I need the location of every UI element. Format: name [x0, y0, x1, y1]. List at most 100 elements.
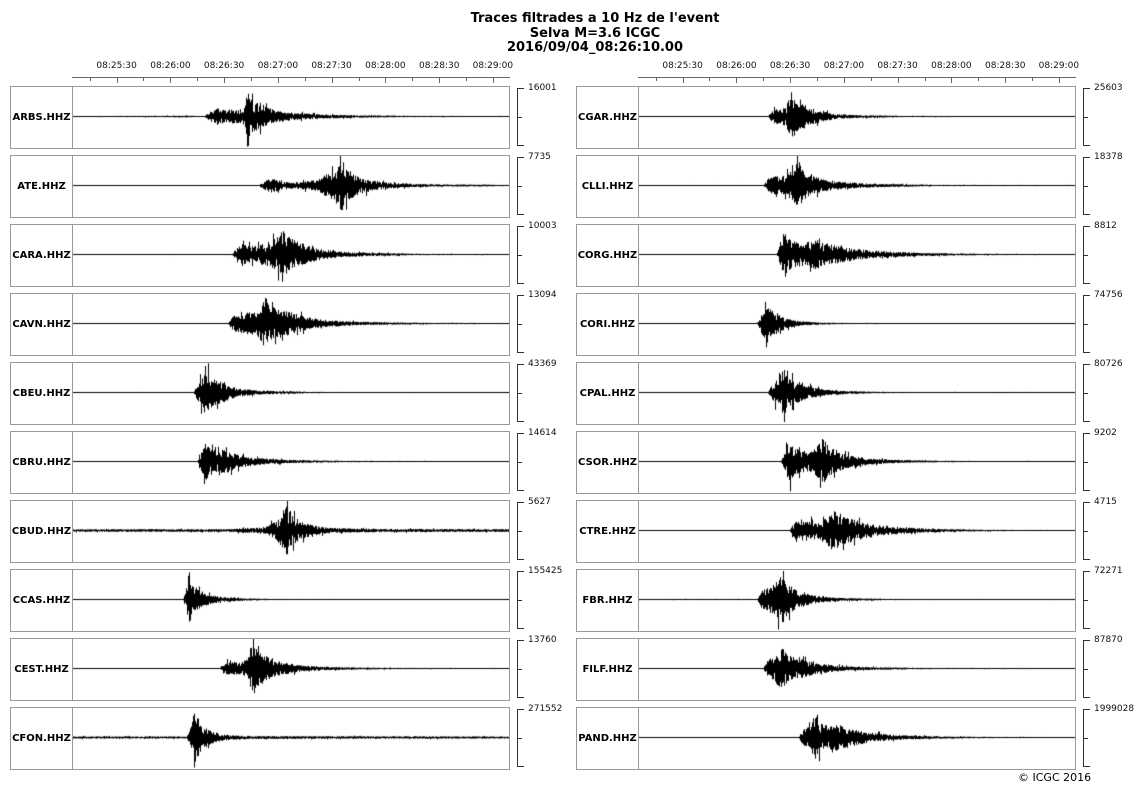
time-tick-label: 08:29:00: [1038, 61, 1080, 71]
station-label-box: ATE.HHZ: [11, 156, 73, 217]
station-label-box: CEST.HHZ: [11, 639, 73, 700]
station-label: CBUD.HHZ: [11, 526, 72, 537]
trace-row-CFON.HHZ: CFON.HHZ 271552: [10, 704, 572, 770]
amplitude-scale: 5627: [517, 497, 572, 563]
amplitude-bracket-icon: [517, 571, 525, 629]
waveform-canvas-CEST.HHZ: [73, 639, 509, 700]
trace-plot-area: [639, 363, 1075, 424]
amplitude-scale: 7735: [517, 152, 572, 218]
amplitude-bracket-icon: [1083, 502, 1091, 560]
trace-row-PAND.HHZ: PAND.HHZ 1999028: [576, 704, 1138, 770]
amplitude-scale: 80726: [1083, 359, 1138, 425]
trace-frame: ATE.HHZ: [10, 155, 510, 218]
trace-row-FBR.HHZ: FBR.HHZ 72271: [576, 566, 1138, 632]
amplitude-value: 87870: [1094, 635, 1123, 645]
trace-frame: CORI.HHZ: [576, 293, 1076, 356]
amplitude-scale: 18378: [1083, 152, 1138, 218]
waveform-canvas-CBRU.HHZ: [73, 432, 509, 493]
amplitude-value: 80726: [1094, 359, 1123, 369]
trace-plot-area: [73, 432, 509, 493]
amplitude-value: 13760: [528, 635, 557, 645]
bracket-tick: [518, 571, 524, 572]
bracket-tick: [1084, 697, 1090, 698]
trace-frame: CLLI.HHZ: [576, 155, 1076, 218]
amplitude-scale: 10003: [517, 221, 572, 287]
time-minor-tick: [709, 78, 711, 81]
time-minor-tick: [250, 78, 252, 81]
amplitude-bracket-icon: [517, 433, 525, 491]
amplitude-scale: 16001: [517, 83, 572, 149]
amplitude-value: 9202: [1094, 428, 1117, 438]
waveform-canvas-CTRE.HHZ: [639, 501, 1075, 562]
time-tick-label: 08:25:30: [96, 61, 137, 71]
station-label-box: CARA.HHZ: [11, 225, 73, 286]
bracket-tick: [1084, 352, 1090, 353]
bracket-tick: [518, 117, 522, 118]
trace-row-CORG.HHZ: CORG.HHZ 8812: [576, 221, 1138, 287]
amplitude-bracket-icon: [517, 364, 525, 422]
bracket-tick: [518, 214, 524, 215]
station-label: ATE.HHZ: [17, 181, 66, 192]
amplitude-value: 72271: [1094, 566, 1123, 576]
bracket-tick: [518, 640, 524, 641]
trace-row-CGAR.HHZ: CGAR.HHZ 25603: [576, 83, 1138, 149]
waveform-canvas-PAND.HHZ: [639, 708, 1075, 769]
station-label: CBEU.HHZ: [12, 388, 71, 399]
waveform-canvas-CBEU.HHZ: [73, 363, 509, 424]
station-label-box: CCAS.HHZ: [11, 570, 73, 631]
amplitude-bracket-icon: [1083, 88, 1091, 146]
time-minor-tick: [1032, 78, 1034, 81]
trace-plot-area: [639, 501, 1075, 562]
station-label-box: CLLI.HHZ: [577, 156, 639, 217]
trace-frame: CFON.HHZ: [10, 707, 510, 770]
time-tick-label: 08:28:30: [985, 61, 1026, 71]
trace-plot-area: [73, 294, 509, 355]
time-minor-tick: [655, 78, 657, 81]
station-label-box: CGAR.HHZ: [577, 87, 639, 148]
time-major-tick: [1058, 78, 1060, 83]
time-tick-label: 08:25:30: [662, 61, 703, 71]
time-axis: 08:25:30 08:26:00 08:26:30 08:27:00 08:27:30…: [72, 60, 513, 83]
amplitude-bracket-icon: [1083, 364, 1091, 422]
time-major-tick: [790, 78, 792, 83]
bracket-tick: [1084, 364, 1090, 365]
time-major-tick: [492, 78, 494, 83]
amplitude-scale: 4715: [1083, 497, 1138, 563]
bracket-tick: [1084, 531, 1088, 532]
bracket-tick: [1084, 421, 1090, 422]
waveform-canvas-ATE.HHZ: [73, 156, 509, 217]
bracket-tick: [1084, 462, 1088, 463]
bracket-tick: [1084, 669, 1088, 670]
trace-frame: CARA.HHZ: [10, 224, 510, 287]
trace-plot-area: [639, 156, 1075, 217]
station-label-box: ARBS.HHZ: [11, 87, 73, 148]
trace-plot-area: [639, 570, 1075, 631]
amplitude-bracket-icon: [517, 709, 525, 767]
chart-title: Traces filtrades a 10 Hz de l'event: [470, 11, 720, 26]
trace-frame: CBRU.HHZ: [10, 431, 510, 494]
bracket-tick: [518, 283, 524, 284]
trace-frame: CGAR.HHZ: [576, 86, 1076, 149]
time-major-tick: [736, 78, 738, 83]
trace-plot-area: [639, 225, 1075, 286]
trace-plot-area: [73, 156, 509, 217]
trace-row-CBUD.HHZ: CBUD.HHZ 5627: [10, 497, 572, 563]
trace-frame: CTRE.HHZ: [576, 500, 1076, 563]
time-tick-label: 08:27:00: [257, 61, 299, 71]
station-label: CTRE.HHZ: [579, 526, 636, 537]
amplitude-bracket-icon: [517, 502, 525, 560]
bracket-tick: [518, 255, 522, 256]
waveform-canvas-CORG.HHZ: [639, 225, 1075, 286]
station-label-box: CBUD.HHZ: [11, 501, 73, 562]
trace-plot-area: [73, 225, 509, 286]
bracket-tick: [518, 766, 524, 767]
waveform-canvas-CFON.HHZ: [73, 708, 509, 769]
time-minor-tick: [304, 78, 306, 81]
time-major-tick: [439, 78, 441, 83]
trace-plot-area: [73, 501, 509, 562]
time-major-tick: [277, 78, 279, 83]
bracket-tick: [518, 600, 522, 601]
waveform-canvas-FILF.HHZ: [639, 639, 1075, 700]
trace-row-CEST.HHZ: CEST.HHZ 13760: [10, 635, 572, 701]
amplitude-value: 5627: [528, 497, 551, 507]
